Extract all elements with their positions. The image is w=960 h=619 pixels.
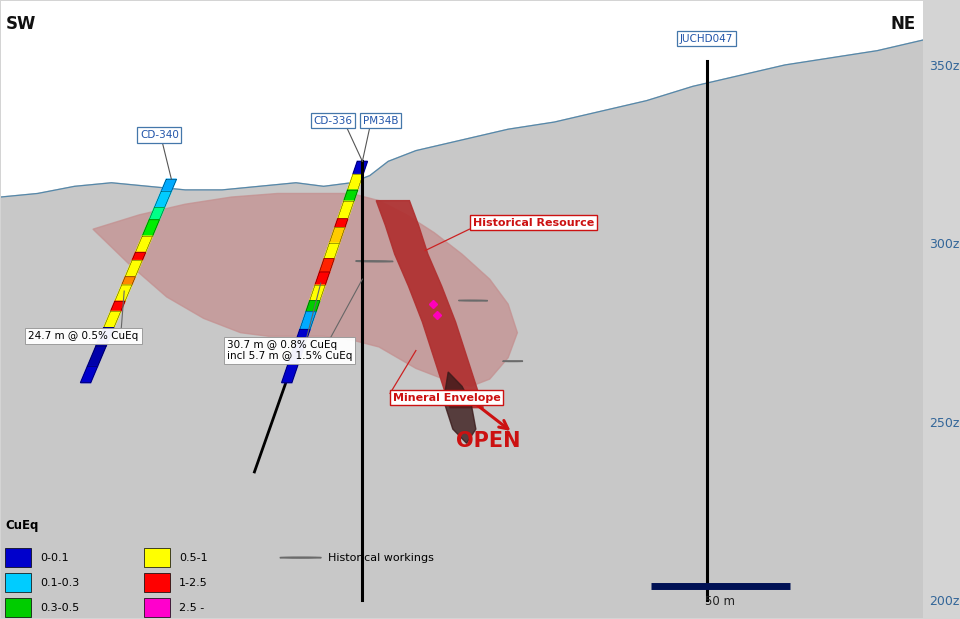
Polygon shape: [155, 191, 171, 208]
Polygon shape: [87, 346, 107, 366]
FancyBboxPatch shape: [144, 548, 170, 568]
Text: Historical Resource: Historical Resource: [473, 218, 594, 228]
Polygon shape: [104, 311, 121, 327]
Polygon shape: [1, 40, 924, 618]
Polygon shape: [110, 301, 125, 311]
Polygon shape: [149, 208, 164, 220]
Polygon shape: [376, 201, 483, 408]
Text: 0.3-0.5: 0.3-0.5: [40, 602, 80, 613]
Ellipse shape: [279, 557, 322, 558]
Polygon shape: [132, 253, 146, 261]
Text: CuEq: CuEq: [6, 519, 38, 532]
Polygon shape: [324, 243, 340, 259]
Ellipse shape: [355, 261, 393, 262]
Polygon shape: [352, 162, 368, 175]
FancyBboxPatch shape: [6, 598, 31, 617]
Polygon shape: [315, 272, 329, 285]
Polygon shape: [135, 236, 153, 253]
Polygon shape: [310, 285, 325, 301]
Polygon shape: [93, 194, 517, 386]
Text: NE: NE: [891, 15, 916, 33]
Text: SW: SW: [6, 15, 36, 33]
Polygon shape: [335, 219, 348, 228]
Polygon shape: [142, 220, 159, 236]
Polygon shape: [300, 312, 316, 329]
Polygon shape: [320, 259, 334, 272]
Polygon shape: [338, 201, 354, 219]
FancyBboxPatch shape: [6, 548, 31, 568]
Polygon shape: [1, 0, 924, 197]
Text: PM34B: PM34B: [363, 116, 398, 126]
Text: CD-336: CD-336: [313, 116, 352, 126]
Text: 0.5-1: 0.5-1: [179, 553, 207, 563]
Text: Mineral Envelope: Mineral Envelope: [393, 392, 500, 402]
Text: 0-0.1: 0-0.1: [40, 553, 69, 563]
Polygon shape: [306, 301, 320, 312]
Polygon shape: [81, 366, 98, 383]
Polygon shape: [344, 190, 358, 201]
Polygon shape: [348, 175, 363, 190]
Text: Historical workings: Historical workings: [328, 553, 434, 563]
Polygon shape: [125, 261, 142, 277]
Text: CD-340: CD-340: [140, 130, 179, 140]
Polygon shape: [444, 372, 476, 443]
FancyBboxPatch shape: [144, 573, 170, 592]
Polygon shape: [291, 329, 310, 356]
Polygon shape: [122, 277, 135, 285]
Text: 1-2.5: 1-2.5: [179, 578, 207, 587]
FancyBboxPatch shape: [144, 598, 170, 617]
Polygon shape: [281, 356, 300, 383]
Text: 50 m: 50 m: [706, 595, 735, 608]
Ellipse shape: [459, 300, 488, 301]
FancyBboxPatch shape: [6, 573, 31, 592]
Polygon shape: [161, 179, 177, 191]
Polygon shape: [329, 228, 345, 243]
Text: 0.1-0.3: 0.1-0.3: [40, 578, 80, 587]
Text: 30.7 m @ 0.8% CuEq
incl 5.7 m @ 1.5% CuEq: 30.7 m @ 0.8% CuEq incl 5.7 m @ 1.5% CuE…: [227, 340, 352, 361]
Text: 24.7 m @ 0.5% CuEq: 24.7 m @ 0.5% CuEq: [29, 331, 138, 341]
Text: 2.5 -: 2.5 -: [179, 602, 204, 613]
Text: JUCHD047: JUCHD047: [680, 33, 733, 43]
Polygon shape: [115, 285, 132, 301]
Text: OPEN: OPEN: [456, 431, 520, 451]
Polygon shape: [96, 327, 114, 346]
